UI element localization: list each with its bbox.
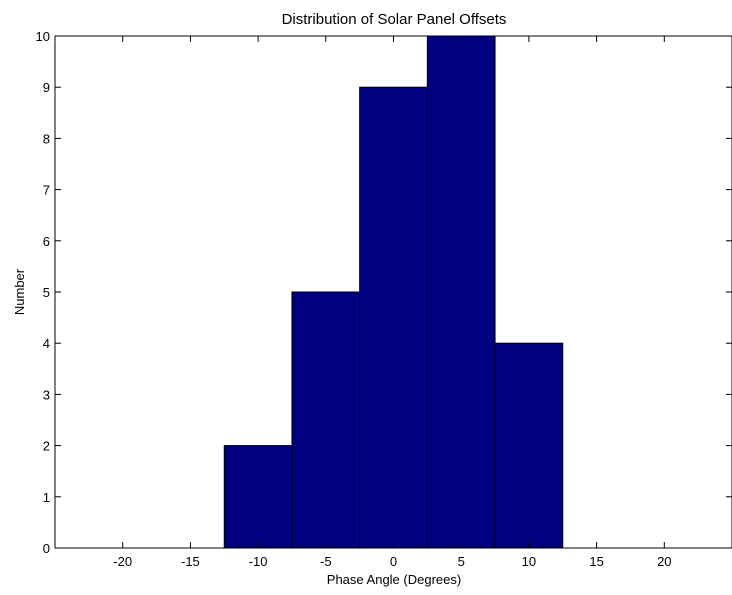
x-tick-label: 15 [589,554,603,569]
chart-title: Distribution of Solar Panel Offsets [282,11,507,28]
histogram-bar-1 [291,291,361,549]
y-axis-label: Number [12,268,27,315]
y-tick-label: 7 [43,183,50,198]
x-tick-label: 10 [522,554,536,569]
x-tick-label: -5 [320,554,332,569]
y-tick-label: 3 [43,387,50,402]
histogram-bar-4 [494,342,564,549]
histogram-bar-0 [223,445,293,549]
x-tick-label: 5 [458,554,465,569]
y-tick-label: 8 [43,131,50,146]
y-tick-label: 2 [43,439,50,454]
y-tick-label: 9 [43,80,50,95]
x-tick-label: 20 [657,554,671,569]
ticks-group: -20 -15 -10 -5 0 5 10 15 20 0 1 2 3 4 5 6 7 8 9 10 [36,29,732,569]
bars-group [223,35,564,549]
histogram-bar-2 [359,86,428,549]
x-tick-label: 0 [390,554,397,569]
x-axis-label: Phase Angle (Degrees) [327,572,461,587]
y-tick-label: 4 [43,336,50,351]
y-tick-label: 5 [43,285,50,300]
x-tick-label: -10 [249,554,268,569]
y-tick-label: 10 [36,29,50,44]
y-tick-label: 1 [43,490,50,505]
x-tick-label: -20 [113,554,132,569]
histogram-bar-3 [426,35,496,549]
x-tick-label: -15 [181,554,200,569]
y-tick-label: 0 [43,541,50,556]
y-tick-label: 6 [43,234,50,249]
